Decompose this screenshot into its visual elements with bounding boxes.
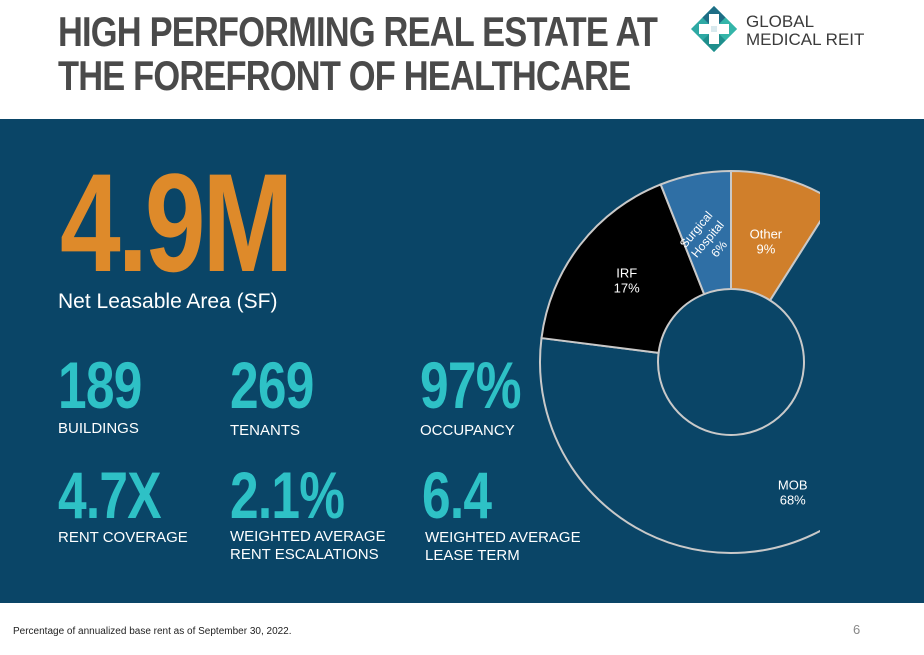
donut-label-text: 9% xyxy=(756,241,775,256)
buildings-value: 189 xyxy=(58,348,142,422)
logo-wordmark: GLOBAL MEDICAL REIT xyxy=(746,13,864,49)
headline-stat-value: 4.9M xyxy=(60,144,293,301)
rent-escalations-label: WEIGHTED AVERAGE RENT ESCALATIONS xyxy=(230,528,386,564)
buildings-label: BUILDINGS xyxy=(58,420,139,437)
donut-label-text: 68% xyxy=(780,493,806,508)
donut-slice-other xyxy=(730,169,820,302)
company-logo: GLOBAL MEDICAL REIT xyxy=(690,5,910,60)
logo-line-2: MEDICAL REIT xyxy=(746,30,865,49)
tenants-label: TENANTS xyxy=(230,422,301,439)
lease-term-label-line-2: LEASE TERM xyxy=(425,547,520,564)
donut-label-text: IRF xyxy=(616,266,637,281)
donut-label-text: MOB xyxy=(778,478,808,493)
donut-label-text: 17% xyxy=(614,281,640,296)
headline-stat-label: Net Leasable Area (SF) xyxy=(58,290,278,313)
page-title: HIGH PERFORMING REAL ESTATE AT THE FOREF… xyxy=(58,8,658,99)
tenants-value: 269 xyxy=(230,348,314,422)
rent-escalations-label-line-1: WEIGHTED AVERAGE xyxy=(230,528,386,545)
rent-coverage-label: RENT COVERAGE xyxy=(58,529,188,546)
occupancy-label: OCCUPANCY xyxy=(420,422,515,439)
lease-term-value: 6.4 xyxy=(422,458,492,532)
lease-term-label: WEIGHTED AVERAGE LEASE TERM xyxy=(425,529,581,565)
logo-line-1: GLOBAL xyxy=(746,12,815,31)
title-line-1: HIGH PERFORMING REAL ESTATE AT xyxy=(58,8,658,55)
title-line-2: THE FOREFRONT OF HEALTHCARE xyxy=(58,52,631,99)
donut-slice-mob xyxy=(539,219,820,554)
donut-slice-surgical-hospital xyxy=(659,169,732,296)
rent-escalations-value: 2.1% xyxy=(230,458,345,532)
lease-term-label-line-1: WEIGHTED AVERAGE xyxy=(425,529,581,546)
footnote: Percentage of annualized base rent as of… xyxy=(13,626,292,637)
cross-logo-icon xyxy=(691,6,737,52)
rent-coverage-value: 4.7X xyxy=(58,458,162,532)
donut-slice-irf xyxy=(540,183,706,354)
donut-label-text: Other xyxy=(750,226,783,241)
rent-escalations-label-line-2: RENT ESCALATIONS xyxy=(230,546,379,563)
page-number: 6 xyxy=(853,622,861,637)
occupancy-value: 97% xyxy=(420,348,521,422)
